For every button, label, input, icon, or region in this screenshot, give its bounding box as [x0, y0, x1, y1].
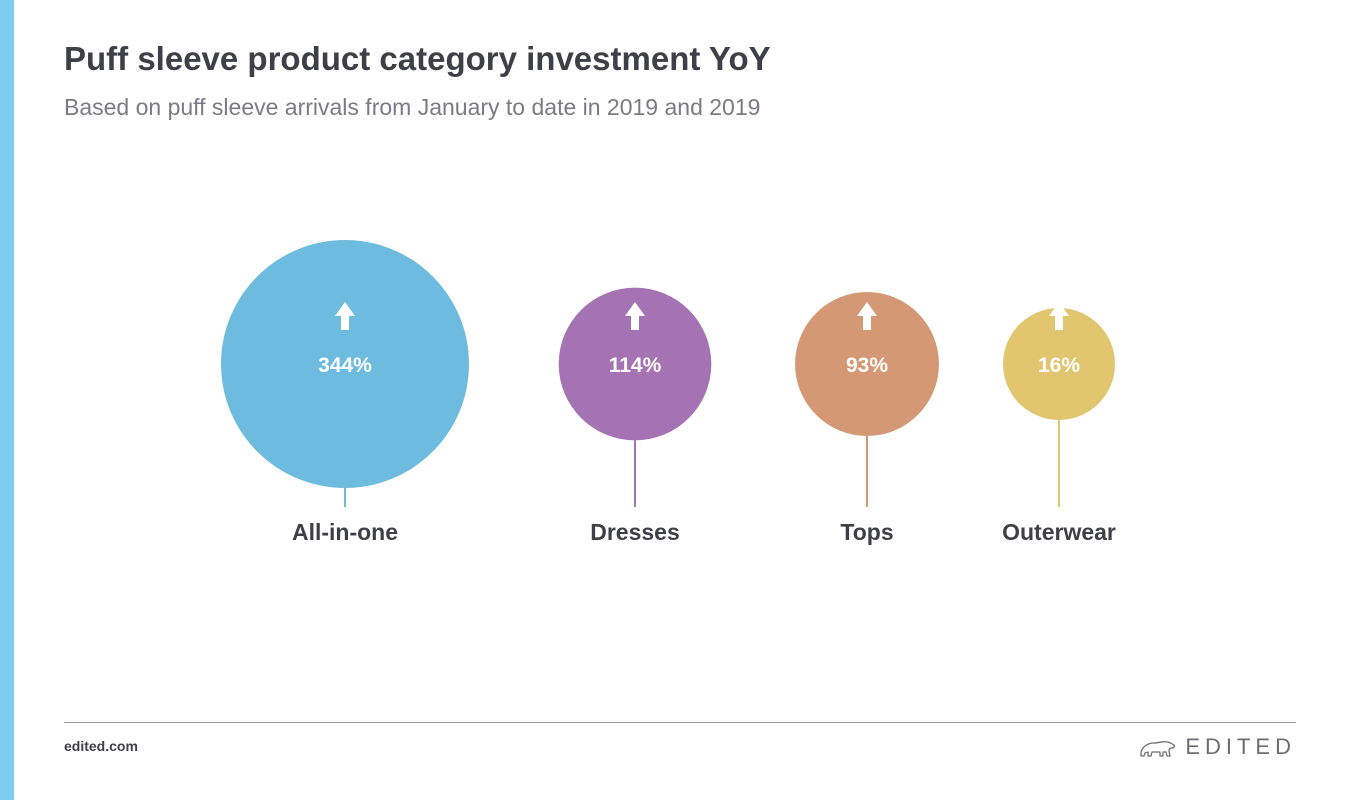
footer-divider [64, 722, 1296, 723]
category-label: All-in-one [292, 519, 398, 545]
brand-name: EDITED [1185, 734, 1296, 759]
bubble-group: 16% Outerwear [1002, 302, 1116, 545]
bubble-group: 344% All-in-one [221, 240, 469, 545]
bubble-group: 114% Dresses [558, 287, 712, 545]
data-label: 16% [1038, 354, 1080, 377]
category-label: Dresses [590, 519, 680, 545]
footer-url[interactable]: edited.com [64, 738, 138, 754]
polar-bear-icon [1140, 741, 1176, 757]
arrow-up-icon [857, 302, 877, 330]
data-label: 114% [609, 354, 662, 377]
arrow-up-icon [335, 302, 355, 330]
bubble [1003, 308, 1115, 420]
arrow-up-icon [625, 302, 645, 330]
arrow-up-icon [1049, 302, 1069, 330]
bubble [558, 287, 712, 441]
data-label: 344% [318, 354, 372, 377]
accent-bar [0, 0, 14, 800]
data-label: 93% [846, 354, 888, 377]
bubble [221, 240, 469, 488]
brand-logo: EDITED [1139, 734, 1296, 760]
category-label: Outerwear [1002, 519, 1116, 545]
chart-title: Puff sleeve product category investment … [64, 40, 771, 77]
category-label: Tops [840, 519, 893, 545]
bubble [795, 292, 939, 436]
chart-subtitle: Based on puff sleeve arrivals from Janua… [64, 94, 761, 120]
bubble-group: 93% Tops [795, 292, 939, 545]
